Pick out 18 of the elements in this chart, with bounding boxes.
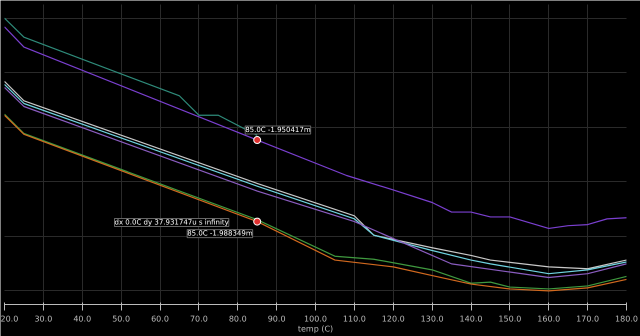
x-tick-label: 20.0 — [0, 314, 18, 324]
x-tick-label: 60.0 — [151, 314, 169, 324]
x-tick-label: 130.0 — [420, 314, 444, 324]
x-tick-label: 110.0 — [342, 314, 366, 324]
x-tick-label: 150.0 — [498, 314, 522, 324]
x-tick-label: 30.0 — [34, 314, 52, 324]
x-tick-label: 80.0 — [228, 314, 247, 324]
x-tick-label: 50.0 — [112, 314, 130, 324]
x-tick-label: 70.0 — [190, 314, 208, 324]
x-tick-label: 40.0 — [73, 314, 92, 324]
x-tick-label: 90.0 — [268, 314, 286, 324]
x-tick-label: 170.0 — [576, 314, 600, 324]
x-axis-title: temp (C) — [298, 324, 334, 334]
x-tick-label: 140.0 — [460, 314, 482, 324]
x-tick-label: 120.0 — [382, 314, 405, 324]
x-tick-label: 100.0 — [304, 314, 327, 324]
x-tick-label: 160.0 — [537, 314, 560, 324]
x-tick-label: 180.0 — [615, 314, 638, 324]
